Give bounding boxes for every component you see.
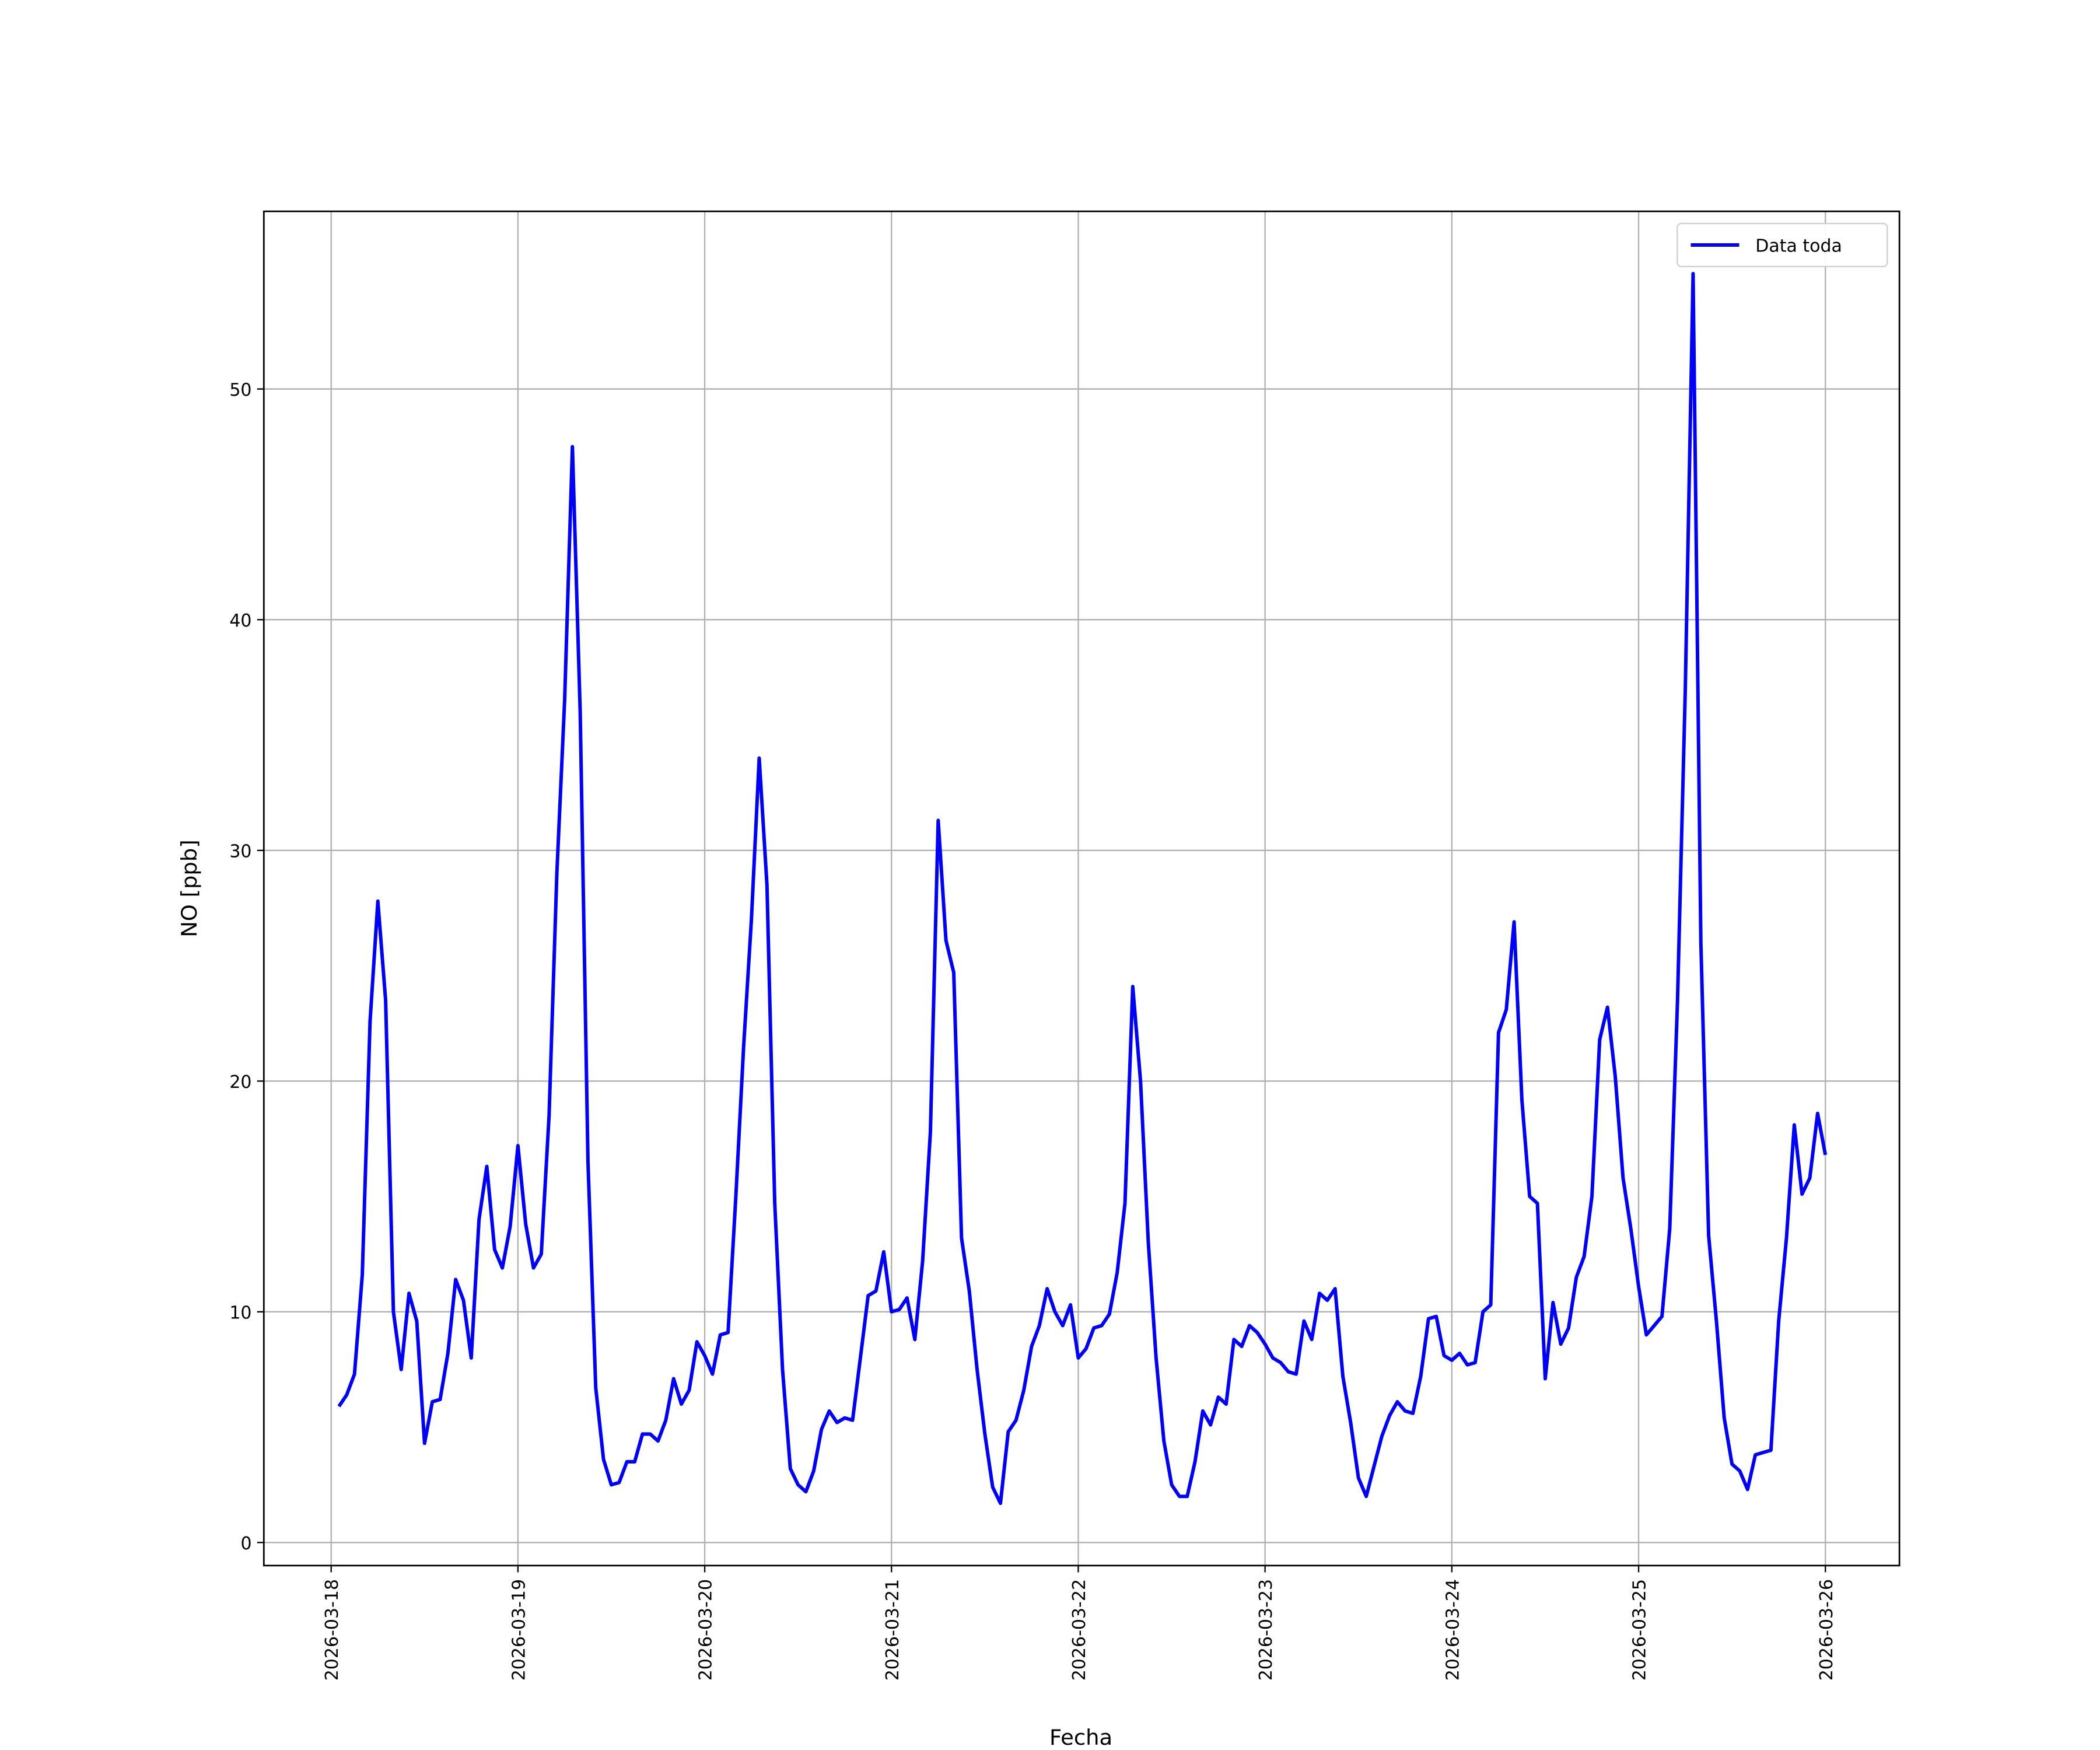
x-tick-label: 2026-03-23	[1256, 1579, 1276, 1681]
x-tick-label: 2026-03-25	[1630, 1579, 1650, 1681]
x-tick-label: 2026-03-19	[509, 1579, 529, 1681]
data-line	[337, 272, 1828, 1506]
y-tick-label: 30	[229, 841, 251, 862]
x-tick-label: 2026-03-24	[1443, 1579, 1463, 1681]
x-tick-label: 2026-03-26	[1817, 1579, 1837, 1681]
y-tick-label: 40	[229, 611, 251, 631]
y-tick-label: 0	[240, 1534, 251, 1554]
x-axis-label: Fecha	[1049, 1725, 1112, 1750]
y-tick-label: 50	[229, 380, 251, 400]
y-axis-label: NO [ppb]	[177, 839, 202, 937]
x-tick-label: 2026-03-20	[696, 1579, 716, 1681]
x-tick-label: 2026-03-21	[883, 1579, 903, 1681]
legend-box	[1676, 222, 1888, 268]
x-tick-label: 2026-03-18	[322, 1579, 342, 1681]
y-tick-label: 10	[229, 1303, 251, 1323]
x-tick-label: 2026-03-22	[1069, 1579, 1090, 1681]
legend-label: Data toda	[1755, 236, 1842, 257]
legend: Data toda	[1676, 222, 1888, 268]
y-tick-label: 20	[229, 1072, 251, 1093]
plot-frame	[262, 210, 1901, 1567]
